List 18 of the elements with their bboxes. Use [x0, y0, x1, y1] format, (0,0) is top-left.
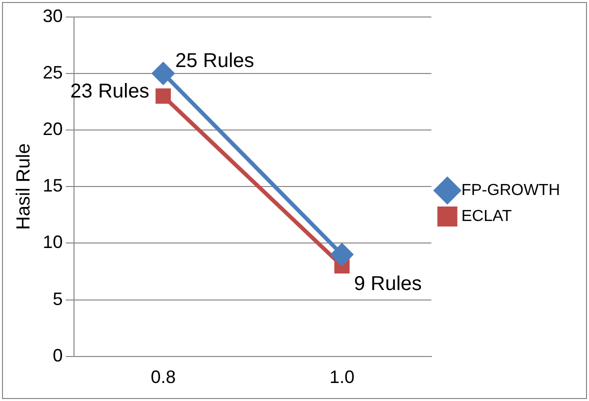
y-tick-label: 25	[42, 62, 63, 82]
data-label: 23 Rules	[70, 80, 150, 103]
point	[152, 62, 174, 84]
y-tick-label: 30	[42, 6, 63, 26]
point	[156, 88, 171, 104]
legend-label: ECLAT	[461, 208, 512, 225]
x-tick-label: 1.0	[329, 367, 354, 388]
y-tick-label: 5	[52, 288, 63, 309]
data-label: 9 Rules	[354, 273, 422, 296]
data-label: 25 Rules	[175, 50, 254, 72]
point	[330, 244, 353, 266]
y-tick-label: 10	[42, 232, 63, 252]
x-tick-label: 0.8	[150, 367, 176, 388]
y-tick-label: 20	[42, 118, 63, 139]
y-axis-title: Hasil Rule	[14, 143, 35, 230]
legend-label: FP-GROWTH	[461, 182, 560, 199]
y-tick-label: 15	[42, 176, 63, 196]
y-tick-label: 0	[52, 345, 63, 366]
